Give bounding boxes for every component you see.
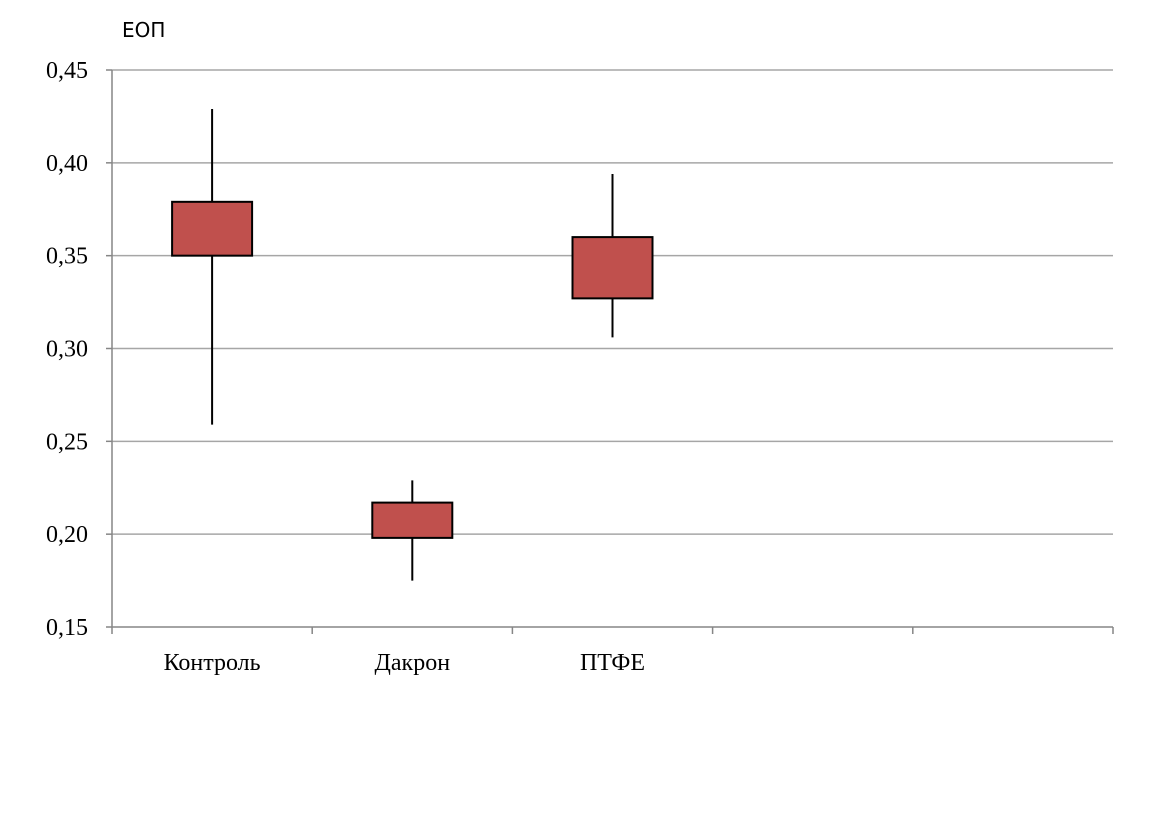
y-tick-label: 0,45 xyxy=(46,58,88,84)
y-tick-label: 0,25 xyxy=(46,429,88,455)
gridlines xyxy=(112,69,1113,535)
y-tick-label: 0,30 xyxy=(46,337,88,363)
y-axis-label: ЕОП xyxy=(122,18,165,42)
y-tick-labels: 0,15 0,20 0,25 0,30 0,35 0,40 0,45 xyxy=(46,58,112,641)
candlestick-series xyxy=(171,108,654,581)
candle-box xyxy=(171,200,254,257)
x-axis xyxy=(111,70,1114,634)
x-category-label: Контроль xyxy=(164,650,261,676)
y-tick-label: 0,15 xyxy=(46,615,88,641)
candle-box xyxy=(371,501,454,539)
y-tick-label: 0,20 xyxy=(46,522,88,548)
y-tick-label: 0,35 xyxy=(46,244,88,270)
candle-box xyxy=(571,236,654,300)
category-labels: Контроль Дакрон ПТФЕ xyxy=(164,650,645,676)
x-category-label: Дакрон xyxy=(375,650,451,676)
x-category-label: ПТФЕ xyxy=(580,650,645,676)
y-tick-label: 0,40 xyxy=(46,151,88,177)
